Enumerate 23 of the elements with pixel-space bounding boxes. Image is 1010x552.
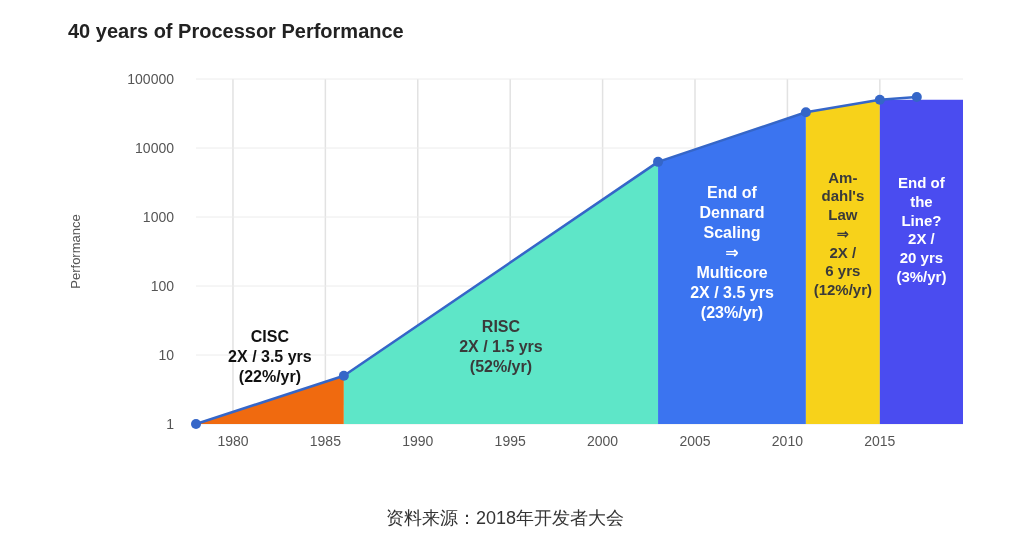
- y-axis-title: Performance: [68, 214, 83, 289]
- y-tick-label: 1000: [142, 209, 175, 225]
- point: [911, 91, 922, 102]
- x-tick-label: 1995: [494, 433, 526, 449]
- point: [874, 94, 885, 105]
- y-tick-label: 100000: [127, 71, 175, 87]
- x-tick-label: 1985: [309, 433, 342, 449]
- x-tick-label: 2015: [864, 433, 896, 449]
- x-tick-label: 2000: [587, 433, 619, 449]
- chart-title: 40 years of Processor Performance: [68, 20, 404, 42]
- y-tick-label: 100: [150, 278, 175, 294]
- y-tick-label: 1: [166, 416, 175, 432]
- point: [338, 370, 349, 381]
- y-tick-label: 10: [158, 347, 175, 363]
- x-tick-label: 1990: [402, 433, 434, 449]
- x-tick-label: 2005: [679, 433, 711, 449]
- point: [191, 419, 201, 429]
- point: [800, 107, 811, 118]
- x-tick-label: 2010: [771, 433, 804, 449]
- point: [653, 156, 664, 167]
- text: 资料来源：2018年开发者大会: [385, 508, 625, 528]
- y-tick-label: 10000: [135, 140, 175, 156]
- x-tick-label: 1980: [217, 433, 249, 449]
